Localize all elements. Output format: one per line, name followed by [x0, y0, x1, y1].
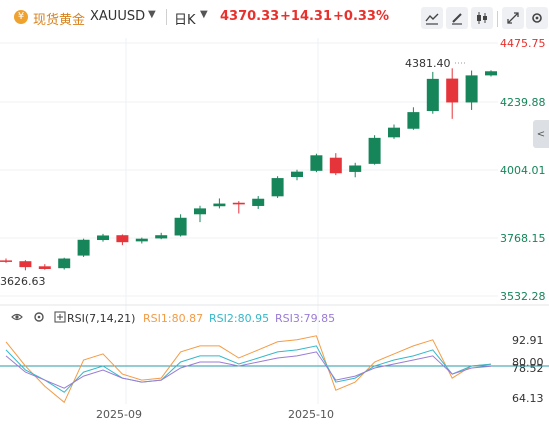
rsi-series — [0, 335, 549, 404]
candle-body[interactable] — [19, 261, 32, 268]
rsi-line — [5, 345, 492, 393]
candle-body[interactable] — [426, 78, 439, 112]
gear-icon — [532, 13, 542, 23]
candle-style-button[interactable] — [471, 7, 493, 29]
candle-body[interactable] — [271, 178, 284, 197]
divider — [166, 9, 167, 25]
candle-body[interactable] — [194, 208, 206, 215]
candle-body[interactable] — [349, 165, 362, 172]
candle-body[interactable] — [329, 157, 342, 174]
price-tick-label: 4475.75 — [500, 37, 546, 50]
min-price-label: 3626.63 — [0, 275, 46, 288]
rsi-legend: RSI(7,14,21) RSI1:80.87 RSI2:80.95 RSI3:… — [11, 311, 335, 325]
candle-body[interactable] — [368, 137, 381, 164]
price-tick-label: 4004.01 — [500, 164, 546, 177]
candlestick-series — [0, 68, 497, 271]
price-axis: 4475.75 4239.88 4004.01 3768.15 3532.28 — [500, 37, 546, 303]
candle-body[interactable] — [291, 171, 303, 178]
rsi-title: RSI(7,14,21) — [67, 312, 135, 325]
date-axis: 2025-09 2025-10 — [96, 408, 334, 421]
rsi-line — [5, 335, 492, 404]
date-tick-label: 2025-10 — [288, 408, 334, 421]
candle-body[interactable] — [485, 71, 497, 76]
draw-button[interactable] — [446, 7, 468, 29]
gold-coin-icon: ¥ — [14, 10, 28, 24]
candle-body[interactable] — [116, 235, 129, 243]
rsi-tick-label: 78.52 — [512, 362, 544, 375]
candle-body[interactable] — [446, 78, 459, 103]
candle-body[interactable] — [58, 258, 71, 269]
symbol-dropdown-icon[interactable]: ▼ — [148, 9, 156, 20]
draw-icon — [452, 13, 462, 25]
chevron-left-icon: < — [536, 128, 546, 140]
date-tick-label: 2025-09 — [96, 408, 142, 421]
candle-body[interactable] — [310, 155, 323, 171]
instrument-name: 现货黄金 — [33, 13, 86, 28]
rsi-line — [5, 351, 492, 389]
price-change-pct: +0.33% — [333, 9, 389, 24]
price-change: +14.31 — [280, 9, 333, 24]
eye-icon[interactable] — [11, 313, 23, 321]
rsi2-legend: RSI2:80.95 — [209, 312, 269, 325]
gear-icon[interactable] — [34, 312, 44, 322]
max-price-label: 4381.40 — [405, 57, 451, 70]
settings-button[interactable] — [526, 7, 548, 29]
chart-type-button[interactable] — [421, 7, 443, 29]
candle-body[interactable] — [155, 235, 168, 239]
candle-body[interactable] — [38, 266, 51, 269]
instrument-symbol[interactable]: XAUUSD — [90, 9, 146, 24]
rsi-axis: 92.91 80.00 78.52 64.13 — [512, 334, 544, 405]
expand-icon[interactable] — [54, 311, 66, 323]
fullscreen-icon — [507, 12, 519, 24]
price-tick-label: 3768.15 — [500, 232, 546, 245]
rsi3-legend: RSI3:79.85 — [275, 312, 335, 325]
candle-body[interactable] — [252, 198, 265, 206]
rsi-tick-label: 92.91 — [512, 334, 544, 347]
interval-selector[interactable]: 日K — [174, 13, 196, 28]
candle-body[interactable] — [388, 127, 400, 138]
rsi1-legend: RSI1:80.87 — [143, 312, 203, 325]
panel-toggle-button[interactable]: < — [533, 120, 549, 148]
candle-body[interactable] — [0, 260, 12, 262]
candle-body[interactable] — [407, 112, 420, 129]
divider — [497, 11, 498, 27]
header-bar: ¥ 现货黄金 XAUUSD ▼ 日K ▼ 4370.33 +14.31 +0.3… — [0, 0, 549, 34]
interval-dropdown-icon[interactable]: ▼ — [200, 9, 208, 20]
candle-body[interactable] — [232, 202, 245, 205]
candle-body[interactable] — [174, 217, 187, 236]
candle-body[interactable] — [77, 239, 90, 256]
last-price: 4370.33 — [220, 9, 280, 24]
candle-body[interactable] — [213, 203, 226, 207]
candle-body[interactable] — [97, 235, 109, 241]
price-tick-label: 3532.28 — [500, 290, 546, 303]
candle-body[interactable] — [465, 75, 478, 103]
price-tick-label: 4239.88 — [500, 96, 546, 109]
chart-type-icon — [425, 13, 439, 25]
rsi-tick-label: 64.13 — [512, 392, 544, 405]
candle-body[interactable] — [135, 238, 148, 242]
fullscreen-button[interactable] — [502, 7, 524, 29]
candle-style-icon — [477, 12, 487, 24]
main-grid — [0, 38, 498, 404]
